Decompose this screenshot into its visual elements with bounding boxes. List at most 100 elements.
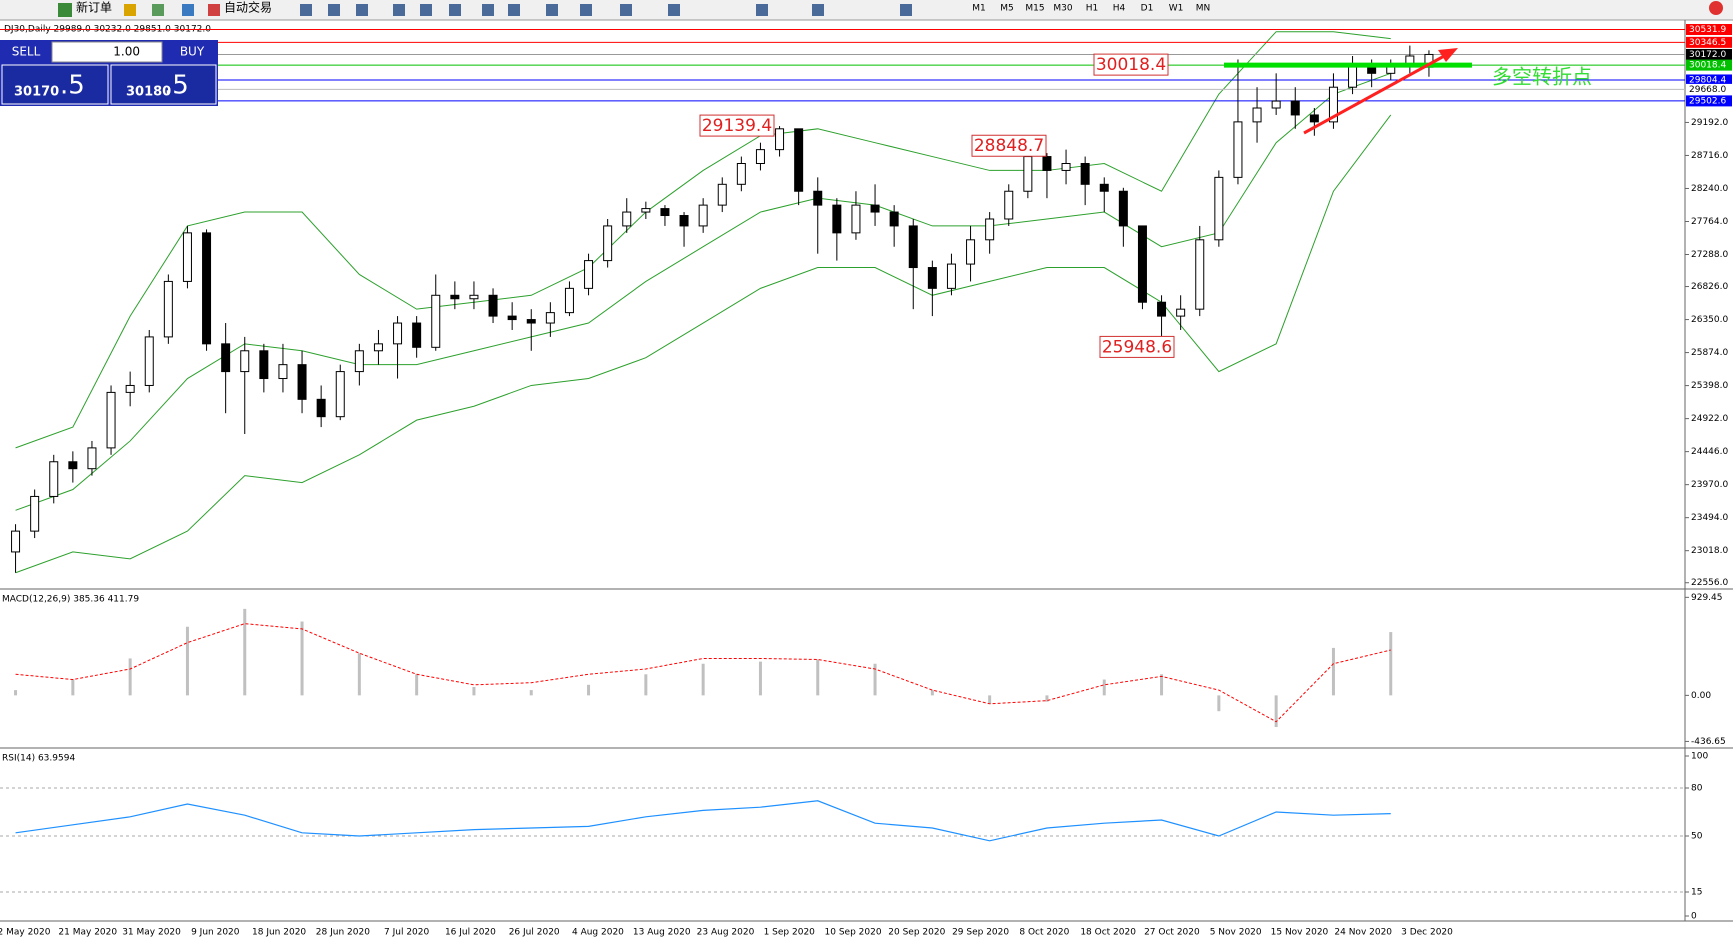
candle-body [163,280,173,338]
timeframe-button[interactable]: M15 [1025,4,1044,14]
toolbar-icon[interactable] [620,4,632,16]
x-tick-label: 23 Aug 2020 [697,928,755,938]
timeframe-button[interactable]: MN [1196,4,1211,14]
toolbar-icon[interactable] [756,4,768,16]
y-tick-label: 23494.0 [1691,513,1728,523]
toolbar-icon[interactable] [812,4,824,16]
candle-body [660,208,670,217]
toolbar-icon[interactable] [508,4,520,16]
candle-body [1023,156,1033,192]
sell-label[interactable]: SELL [12,45,41,59]
candle-body [1099,183,1109,192]
candle-body [1061,163,1071,171]
buy-price-button[interactable] [110,64,217,105]
bid-fraction[interactable]: .5 [60,71,85,101]
price-level-label: 30531.9 [1689,25,1726,35]
indicator-title: MACD(12,26,9) 385.36 411.79 [2,595,139,605]
toolbar-icon[interactable] [668,4,680,16]
candle-body [393,322,403,345]
x-tick-label: 2 May 2020 [0,928,51,938]
candle-body [1348,65,1358,88]
timeframe-button[interactable]: M5 [1000,4,1014,14]
price-level-tag [1686,83,1732,95]
new-order-icon[interactable] [58,3,72,17]
sell-button[interactable] [2,42,50,62]
timeframe-button[interactable]: M1 [972,4,986,14]
candle-body [354,350,364,373]
candle-body [68,461,78,470]
toolbar-icon[interactable] [152,4,164,16]
y-tick-label: 15 [1691,888,1702,898]
timeframe-button[interactable]: M30 [1053,4,1072,14]
lot-value[interactable]: 1.00 [113,45,140,59]
auto-trading-icon[interactable] [208,4,220,16]
toolbar-icons [300,4,912,16]
y-tick-label: 24446.0 [1691,447,1728,457]
auto-trading-button[interactable]: 自动交易 [224,0,272,15]
toolbar-icon[interactable] [328,4,340,16]
candle-body [736,163,746,185]
candle-body [1328,86,1338,123]
x-tick-label: 29 Sep 2020 [952,928,1009,938]
x-tick-label: 20 Sep 2020 [888,928,945,938]
toolbar-icon[interactable] [420,4,432,16]
ask-price[interactable]: 30180 [126,85,171,100]
toolbar-icon[interactable] [900,4,912,16]
candle-body [182,232,192,282]
x-tick-label: 3 Dec 2020 [1401,928,1453,938]
candle-body [106,391,116,449]
sell-price-button[interactable] [1,64,109,105]
x-tick-label: 5 Nov 2020 [1210,928,1262,938]
lot-input[interactable] [51,41,163,63]
toolbar-icon[interactable] [356,4,368,16]
price-annotation: 28848.7 [974,136,1044,156]
bid-price[interactable]: 30170 [14,85,59,100]
new-order-button[interactable]: 新订单 [76,0,112,15]
y-tick-label: 929.45 [1691,593,1723,603]
trend-arrow [1303,53,1447,135]
candle-body [927,267,937,289]
candle-body [507,315,517,321]
y-tick-label: 100 [1691,752,1708,762]
macd-signal-line [15,623,1391,723]
toolbar-icon[interactable] [580,4,592,16]
toolbar-icon[interactable] [393,4,405,16]
toolbar-icon[interactable] [124,4,136,16]
candle-body [584,260,594,289]
x-tick-label: 16 Jul 2020 [445,928,496,938]
timeframe-button[interactable]: H1 [1086,4,1099,14]
candle-body [985,218,995,241]
timeframe-button[interactable]: H4 [1113,4,1126,14]
trade-panel: SELL 1.00 BUY 30170 .5 30180 .5 [0,40,218,106]
toolbar-icon[interactable] [182,4,194,16]
candle-body [832,204,842,234]
candle-body [717,183,727,206]
alert-icon[interactable] [1709,1,1723,15]
price-level-tag [1686,23,1732,35]
y-tick-label: 26826.0 [1691,282,1728,292]
x-tick-label: 24 Nov 2020 [1334,928,1392,938]
price-level-label: 29502.6 [1689,96,1726,106]
ask-fraction[interactable]: .5 [164,71,189,101]
timeframe-button[interactable]: W1 [1169,4,1184,14]
candle-body [431,294,441,348]
timeframe-button[interactable]: D1 [1141,4,1154,14]
candle-body [30,495,40,532]
toolbar-icon[interactable] [482,4,494,16]
candle-body [526,319,536,324]
candle-body [813,190,823,206]
candle-body [1252,107,1262,123]
price-annotation-box [1093,53,1169,76]
candle-body [641,208,651,213]
y-tick-label: 28240.0 [1691,184,1728,194]
toolbar-icon[interactable] [300,4,312,16]
y-tick-label: -436.65 [1691,737,1726,747]
annotation-note: 多空转折点 [1492,65,1592,89]
toolbar-icon[interactable] [546,4,558,16]
buy-label[interactable]: BUY [180,45,205,59]
candle-body [870,204,880,213]
price-level-label: 30172.0 [1689,50,1726,60]
toolbar-icon[interactable] [449,4,461,16]
candle-body [240,350,250,373]
candle-body [794,128,804,192]
